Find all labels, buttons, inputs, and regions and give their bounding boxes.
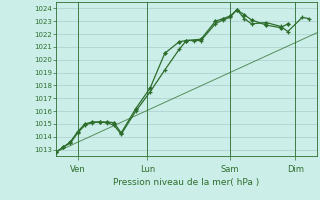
X-axis label: Pression niveau de la mer( hPa ): Pression niveau de la mer( hPa ) — [113, 178, 260, 187]
